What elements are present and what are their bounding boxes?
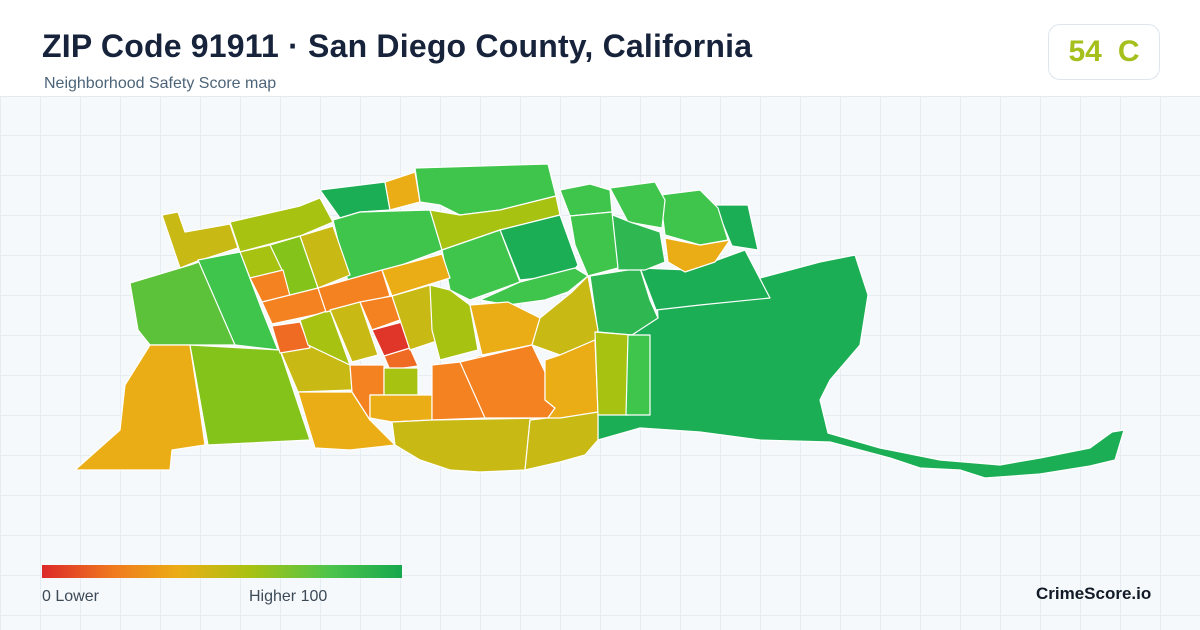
score-value: 54 <box>1068 35 1102 68</box>
map-region[interactable] <box>429 284 479 361</box>
map-region[interactable] <box>597 254 1125 479</box>
score-badge: 54 C <box>1048 24 1160 80</box>
map-region[interactable] <box>74 344 206 471</box>
map-region[interactable] <box>524 411 599 471</box>
page-title: ZIP Code 91911 · San Diego County, Calif… <box>42 28 753 64</box>
map-region[interactable] <box>609 181 666 229</box>
brand-logo[interactable]: CrimeScore.io <box>1036 584 1152 603</box>
map-region[interactable] <box>381 253 451 297</box>
map-region[interactable] <box>441 229 521 301</box>
map-region[interactable] <box>383 367 419 396</box>
score-grade: C <box>1117 35 1140 68</box>
map-region[interactable] <box>369 394 433 423</box>
map-region[interactable] <box>189 344 311 446</box>
map-region[interactable] <box>384 171 421 211</box>
legend-color-bar <box>42 565 402 578</box>
header: ZIP Code 91911 · San Diego County, Calif… <box>0 0 1200 97</box>
map-region[interactable] <box>559 183 613 217</box>
map-region[interactable] <box>659 189 729 246</box>
map-region[interactable] <box>391 417 549 473</box>
map-region[interactable] <box>383 347 419 371</box>
legend-low-label: 0 Lower <box>42 588 99 605</box>
map-region[interactable] <box>329 301 379 363</box>
map-region[interactable] <box>197 251 279 351</box>
map-region[interactable] <box>391 284 441 351</box>
page-subtitle: Neighborhood Safety Score map <box>44 75 277 92</box>
map-region[interactable] <box>271 321 311 354</box>
map-region[interactable] <box>714 204 759 251</box>
map-region[interactable] <box>625 334 651 416</box>
map-region[interactable] <box>544 339 599 419</box>
map-region[interactable] <box>479 267 589 306</box>
legend-high-label: Higher 100 <box>249 588 328 605</box>
map-region[interactable] <box>569 211 619 277</box>
